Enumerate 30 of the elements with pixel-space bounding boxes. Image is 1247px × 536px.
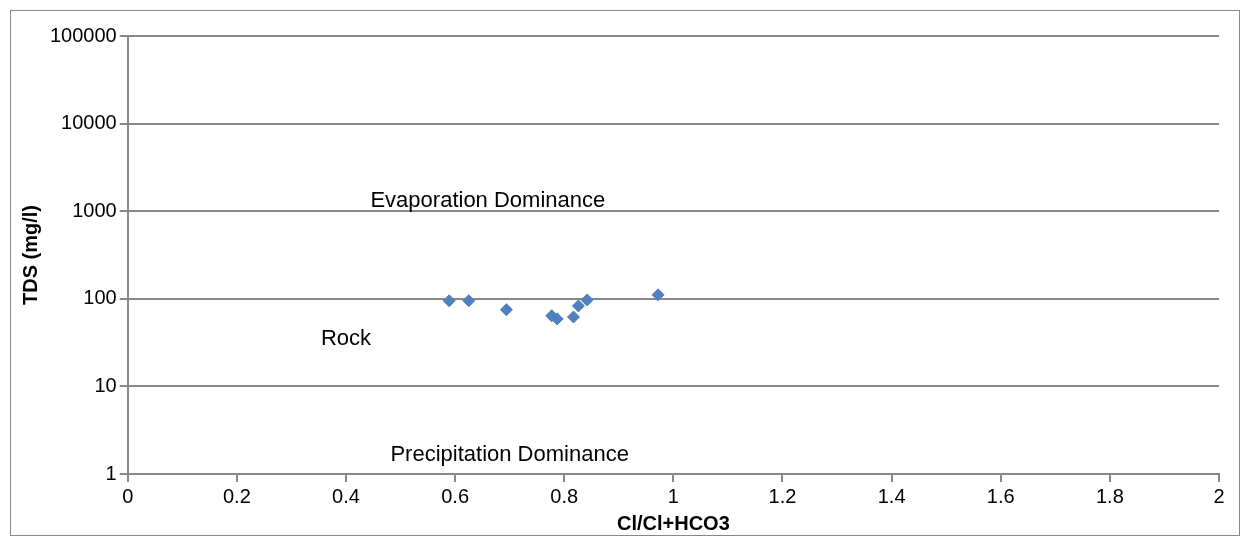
point [442, 294, 456, 308]
x-tick-label: 0.8 [550, 484, 579, 507]
point [580, 293, 594, 307]
y-tick-label: 10000 [61, 111, 117, 134]
point [462, 294, 476, 308]
x-tick-label: 1.6 [986, 484, 1015, 507]
y-tick-label: 10 [94, 373, 117, 396]
x-tick-label: 0.6 [441, 484, 470, 507]
x-tick-label: 0.4 [332, 484, 360, 507]
point [550, 312, 564, 326]
point [651, 288, 665, 302]
y-tick-label: 100000 [49, 23, 117, 46]
y-tick-label: 1 [105, 461, 117, 484]
x-tick-label: 1 [667, 484, 679, 507]
annotation: Precipitation Dominance [390, 441, 629, 468]
annotation: Evaporation Dominance [370, 187, 606, 214]
y-tick-label: 1000 [72, 198, 117, 221]
y-tick-label: 100 [83, 286, 117, 309]
point [499, 303, 513, 317]
x-axis-title: Cl/Cl+HCO3 [616, 511, 730, 534]
x-tick-label: 1.2 [768, 484, 797, 507]
point [567, 310, 581, 324]
point [571, 299, 585, 313]
annotation: Rock [320, 325, 372, 352]
x-tick-label: 0 [122, 484, 134, 507]
x-tick-label: 1.4 [877, 484, 906, 507]
x-tick-label: 0.2 [222, 484, 251, 507]
x-tick-label: 2 [1213, 484, 1225, 507]
y-axis-title: TDS (mg/l) [18, 205, 41, 305]
x-tick-label: 1.8 [1095, 484, 1124, 507]
